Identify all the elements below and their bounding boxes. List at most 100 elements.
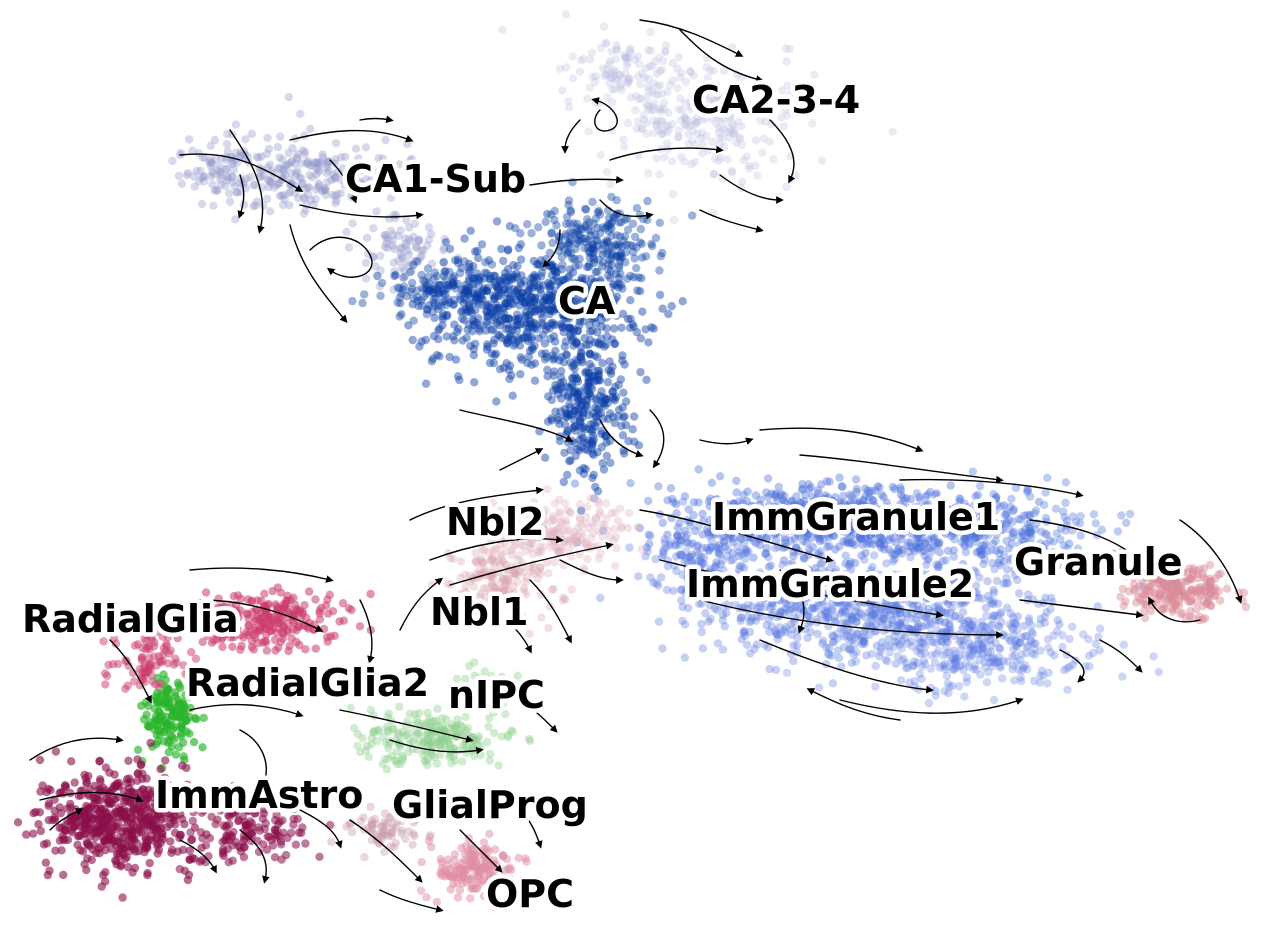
cell-point bbox=[490, 728, 499, 738]
cell-point bbox=[992, 611, 1002, 620]
cell-point bbox=[593, 267, 602, 277]
cell-point bbox=[505, 374, 514, 384]
cell-point bbox=[573, 404, 583, 414]
cell-point bbox=[594, 207, 604, 216]
cell-point bbox=[404, 223, 414, 232]
cell-point bbox=[555, 356, 564, 365]
cell-point bbox=[442, 332, 451, 341]
cell-point bbox=[597, 308, 606, 317]
cell-point bbox=[709, 66, 718, 76]
cell-point bbox=[605, 310, 615, 320]
cell-point bbox=[549, 266, 559, 276]
cell-point bbox=[464, 276, 473, 286]
cell-point bbox=[464, 300, 474, 309]
cell-point bbox=[696, 133, 705, 143]
cell-point bbox=[832, 629, 842, 639]
cell-point bbox=[603, 297, 613, 307]
cell-point bbox=[875, 483, 884, 492]
cell-point bbox=[545, 305, 554, 314]
cell-point bbox=[606, 267, 616, 276]
cell-point bbox=[587, 363, 597, 372]
cell-point bbox=[560, 245, 569, 255]
cell-point bbox=[667, 301, 676, 311]
cell-point bbox=[645, 62, 655, 71]
cell-point bbox=[529, 318, 539, 328]
cell-point bbox=[658, 304, 667, 313]
cell-point bbox=[277, 191, 287, 200]
cell-point bbox=[616, 249, 625, 258]
cell-point bbox=[388, 236, 397, 245]
cell-point bbox=[698, 644, 707, 653]
cell-point bbox=[727, 166, 737, 176]
cell-point bbox=[1091, 519, 1100, 528]
cell-point bbox=[523, 289, 532, 298]
cell-point bbox=[681, 115, 691, 125]
cell-point bbox=[492, 282, 501, 291]
cell-point bbox=[458, 336, 467, 345]
cell-point bbox=[885, 648, 894, 657]
cell-point bbox=[731, 138, 741, 147]
cell-point bbox=[223, 147, 232, 156]
cell-point bbox=[228, 173, 237, 182]
cell-point bbox=[514, 243, 523, 253]
cell-point bbox=[200, 177, 209, 186]
cell-point bbox=[608, 217, 617, 226]
cell-point bbox=[623, 314, 633, 324]
cell-point bbox=[555, 517, 564, 527]
cell-point bbox=[190, 182, 200, 191]
cell-point bbox=[985, 658, 994, 667]
cell-point bbox=[372, 207, 381, 216]
cell-point bbox=[644, 338, 653, 347]
cell-point bbox=[602, 38, 611, 47]
cell-point bbox=[496, 317, 505, 326]
cell-point bbox=[1028, 649, 1037, 658]
cell-point bbox=[547, 228, 556, 237]
cell-point bbox=[465, 259, 474, 269]
cell-point bbox=[562, 212, 572, 222]
cell-point bbox=[1026, 527, 1035, 536]
cell-point bbox=[523, 358, 532, 368]
cell-point bbox=[632, 327, 641, 337]
cell-point bbox=[537, 272, 546, 281]
cell-point bbox=[616, 82, 625, 92]
cell-point bbox=[581, 205, 591, 214]
cell-point bbox=[735, 133, 744, 142]
cell-point bbox=[744, 105, 753, 115]
cell-point bbox=[689, 510, 698, 520]
cell-point bbox=[493, 303, 502, 312]
cell-point bbox=[1161, 604, 1170, 613]
cell-point bbox=[313, 183, 323, 192]
cell-point bbox=[1154, 667, 1164, 677]
cell-point bbox=[503, 299, 512, 308]
cell-point bbox=[686, 521, 695, 530]
cell-point bbox=[520, 298, 529, 307]
cell-point bbox=[888, 127, 897, 136]
cell-point bbox=[600, 71, 609, 80]
cell-point bbox=[460, 234, 469, 243]
cell-point bbox=[651, 233, 661, 243]
cell-point bbox=[668, 119, 677, 129]
cell-point bbox=[587, 314, 596, 324]
cell-point bbox=[501, 314, 510, 323]
cell-point bbox=[475, 324, 484, 334]
cell-point bbox=[293, 166, 302, 175]
cell-point bbox=[710, 169, 719, 179]
cell-point bbox=[484, 722, 493, 731]
cell-point bbox=[634, 572, 643, 581]
cell-point bbox=[304, 157, 313, 166]
cell-point bbox=[403, 140, 412, 149]
cell-point bbox=[1140, 613, 1150, 623]
cell-point bbox=[442, 311, 452, 321]
cell-point bbox=[580, 244, 589, 253]
cell-point bbox=[482, 307, 491, 316]
cell-point bbox=[527, 343, 537, 352]
cell-point bbox=[477, 293, 486, 303]
cell-point bbox=[607, 224, 616, 233]
cell-point bbox=[516, 370, 525, 379]
cell-point bbox=[499, 309, 509, 318]
cell-point bbox=[524, 311, 533, 320]
cell-point bbox=[711, 119, 721, 128]
cell-point bbox=[578, 358, 587, 367]
cell-point bbox=[497, 333, 506, 343]
cell-point bbox=[342, 227, 351, 237]
